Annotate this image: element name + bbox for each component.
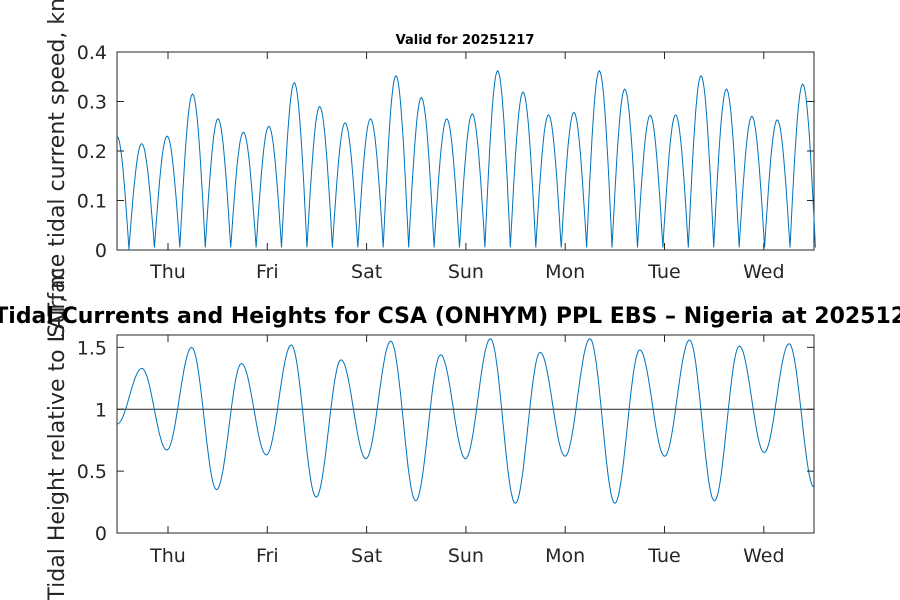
y-tick-label: 1 (95, 399, 107, 421)
x-tick-label: Sat (351, 261, 382, 283)
tidal-height-ylabel: Tidal Height relative to LAT, m (45, 267, 70, 600)
x-tick-label: Wed (743, 545, 784, 567)
x-tick-label: Mon (545, 545, 585, 567)
x-tick-label: Wed (743, 261, 784, 283)
current-speed-axes-box (116, 51, 815, 251)
x-tick-label: Fri (256, 545, 279, 567)
current-speed-panel: 0 0.1 0.2 0.3 0.4 Thu Fri Sat Sun Mon Tue Wed Vali… (45, 0, 816, 338)
tidal-height-axes-box (116, 334, 815, 534)
x-tick-label: Sun (448, 261, 484, 283)
y-tick-label: 0.4 (77, 42, 107, 64)
current-speed-ylabel: Surface tidal current speed, knots (45, 0, 70, 338)
main-title: Tidal Currents and Heights for CSA (ONHY… (0, 304, 900, 329)
y-tick-label: 0 (95, 523, 107, 545)
x-tick-label: Tue (647, 261, 680, 283)
y-tick-label: 0.5 (77, 461, 107, 483)
x-tick-label: Tue (647, 545, 680, 567)
current-speed-title: Valid for 20251217 (396, 33, 535, 48)
y-tick-label: 0.3 (77, 92, 107, 114)
x-tick-label: Thu (149, 261, 186, 283)
x-tick-label: Sat (351, 545, 382, 567)
y-tick-label: 1.5 (77, 337, 107, 359)
x-tick-label: Fri (256, 261, 279, 283)
x-tick-label: Sun (448, 545, 484, 567)
tidal-height-line (116, 338, 815, 504)
current-speed-line (116, 69, 816, 251)
y-tick-label: 0 (95, 240, 107, 262)
y-tick-label: 0.2 (77, 141, 107, 163)
x-tick-label: Mon (545, 261, 585, 283)
x-tick-label: Thu (149, 545, 186, 567)
tidal-height-panel: 0 0.5 1 1.5 Thu Fri Sat Sun Mon Tue Wed Tidal Hei… (45, 267, 815, 600)
y-tick-label: 0.1 (77, 191, 107, 213)
